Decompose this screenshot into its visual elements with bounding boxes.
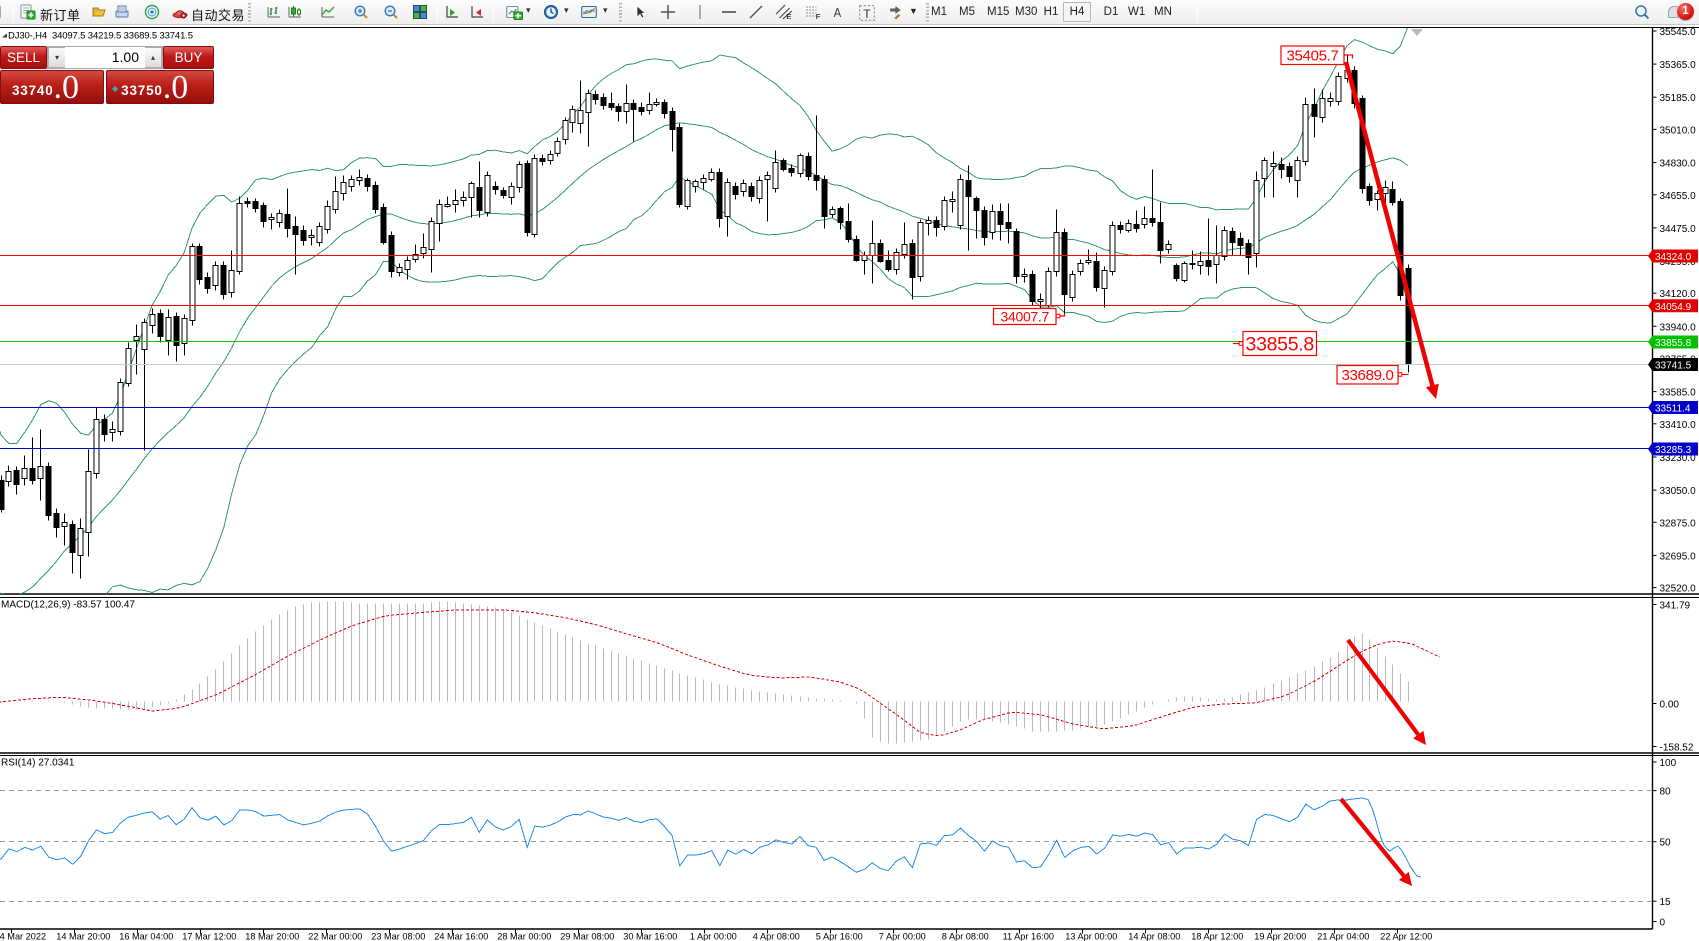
svg-text:RSI(14) 27.0341: RSI(14) 27.0341	[1, 758, 75, 769]
svg-text:341.79: 341.79	[1660, 601, 1691, 612]
svg-text:18 Apr 12:00: 18 Apr 12:00	[1191, 932, 1243, 941]
svg-text:22 Mar 00:00: 22 Mar 00:00	[308, 932, 362, 941]
svg-text:24 Mar 16:00: 24 Mar 16:00	[434, 932, 488, 941]
svg-text:16 Mar 04:00: 16 Mar 04:00	[119, 932, 173, 941]
svg-text:1 Apr 00:00: 1 Apr 00:00	[690, 932, 737, 941]
svg-text:35185.0: 35185.0	[1660, 93, 1697, 104]
svg-text:33285.3: 33285.3	[1655, 445, 1692, 456]
svg-text:33689.0: 33689.0	[1341, 367, 1393, 384]
svg-text:4 Apr 08:00: 4 Apr 08:00	[753, 932, 800, 941]
svg-text:23 Mar 08:00: 23 Mar 08:00	[371, 932, 425, 941]
svg-text:35010.0: 35010.0	[1660, 125, 1697, 136]
svg-text:33585.0: 33585.0	[1660, 388, 1697, 399]
svg-text:5 Apr 16:00: 5 Apr 16:00	[816, 932, 863, 941]
svg-text:34655.0: 34655.0	[1660, 191, 1697, 202]
svg-text:18 Mar 20:00: 18 Mar 20:00	[245, 932, 299, 941]
svg-text:13 Apr 00:00: 13 Apr 00:00	[1065, 932, 1117, 941]
svg-text:34830.0: 34830.0	[1660, 159, 1697, 170]
svg-text:100: 100	[1660, 758, 1677, 769]
svg-text:MACD(12,26,9) -83.57 100.47: MACD(12,26,9) -83.57 100.47	[1, 600, 135, 611]
svg-text:35405.7: 35405.7	[1286, 48, 1338, 65]
svg-text:34475.0: 34475.0	[1660, 224, 1697, 235]
svg-text:33741.5: 33741.5	[1655, 361, 1692, 372]
svg-text:28 Mar 00:00: 28 Mar 00:00	[497, 932, 551, 941]
svg-text:14 Apr 08:00: 14 Apr 08:00	[1128, 932, 1180, 941]
svg-text:34120.0: 34120.0	[1660, 289, 1697, 300]
svg-text:33230.0: 33230.0	[1660, 453, 1697, 464]
svg-text:14 Mar 20:00: 14 Mar 20:00	[56, 932, 110, 941]
svg-text:50: 50	[1660, 838, 1672, 849]
svg-text:34054.9: 34054.9	[1655, 302, 1692, 313]
svg-text:80: 80	[1660, 787, 1672, 798]
svg-text:32520.0: 32520.0	[1660, 584, 1697, 595]
svg-text:30 Mar 16:00: 30 Mar 16:00	[623, 932, 677, 941]
svg-text:DJ30-,H4 34097.5 34219.5 3368: DJ30-,H4 34097.5 34219.5 33689.5 33741.5	[8, 31, 193, 42]
svg-text:11 Apr 16:00: 11 Apr 16:00	[1003, 932, 1054, 941]
svg-text:-158.52: -158.52	[1660, 743, 1694, 754]
svg-text:7 Apr 00:00: 7 Apr 00:00	[879, 932, 926, 941]
svg-text:F: F	[816, 12, 821, 20]
svg-text:29 Mar 08:00: 29 Mar 08:00	[560, 932, 614, 941]
svg-text:14 Mar 2022: 14 Mar 2022	[0, 932, 46, 941]
svg-text:34324.0: 34324.0	[1655, 252, 1692, 263]
svg-text:34007.7: 34007.7	[1000, 309, 1049, 325]
svg-text:19 Apr 20:00: 19 Apr 20:00	[1254, 932, 1306, 941]
svg-text:35545.0: 35545.0	[1660, 27, 1697, 38]
svg-text:A: A	[834, 5, 842, 20]
svg-text:33940.0: 33940.0	[1660, 322, 1697, 333]
svg-text:22 Apr 12:00: 22 Apr 12:00	[1380, 932, 1432, 941]
svg-text:8 Apr 08:00: 8 Apr 08:00	[942, 932, 989, 941]
svg-text:33855.8: 33855.8	[1655, 338, 1692, 349]
svg-text:32695.0: 32695.0	[1660, 551, 1697, 562]
svg-text:17 Mar 12:00: 17 Mar 12:00	[182, 932, 236, 941]
svg-text:0.00: 0.00	[1660, 700, 1680, 711]
svg-text:33511.4: 33511.4	[1655, 404, 1691, 415]
svg-text:33855.8: 33855.8	[1246, 334, 1314, 356]
svg-text:21 Apr 04:00: 21 Apr 04:00	[1317, 932, 1369, 941]
svg-text:33410.0: 33410.0	[1660, 420, 1697, 431]
svg-text:0: 0	[1660, 918, 1666, 929]
svg-text:33050.0: 33050.0	[1660, 486, 1697, 497]
svg-text:15: 15	[1660, 897, 1672, 908]
svg-text:E: E	[786, 12, 791, 20]
svg-text:35365.0: 35365.0	[1660, 60, 1697, 71]
svg-text:T: T	[863, 7, 871, 21]
svg-text:32875.0: 32875.0	[1660, 518, 1697, 529]
